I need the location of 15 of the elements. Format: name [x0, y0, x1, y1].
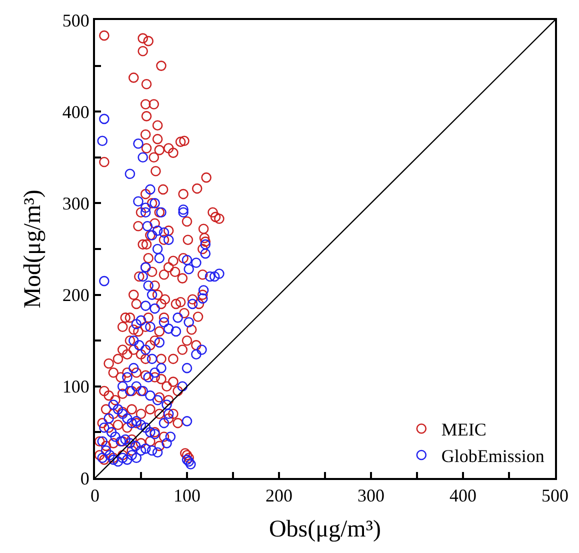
x-tick-label: 200 [266, 486, 292, 506]
legend-label: GlobEmission [441, 446, 544, 466]
x-tick-label: 400 [450, 486, 476, 506]
y-tick-label: 200 [62, 285, 90, 306]
x-axis-title: Obs(μg/m³) [268, 516, 382, 542]
x-tick-label: 100 [174, 486, 200, 506]
x-tick-label: 500 [542, 486, 568, 506]
legend-label: MEIC [441, 420, 486, 440]
y-tick-label: 500 [62, 10, 90, 30]
y-tick-label: 100 [62, 376, 90, 397]
y-tick-label: 0 [80, 468, 90, 488]
x-tick-label: 300 [358, 486, 384, 506]
y-tick-label: 400 [62, 102, 90, 122]
y-tick-label: 300 [62, 194, 90, 214]
y-axis-title: Mod(μg/m³) [20, 190, 46, 308]
